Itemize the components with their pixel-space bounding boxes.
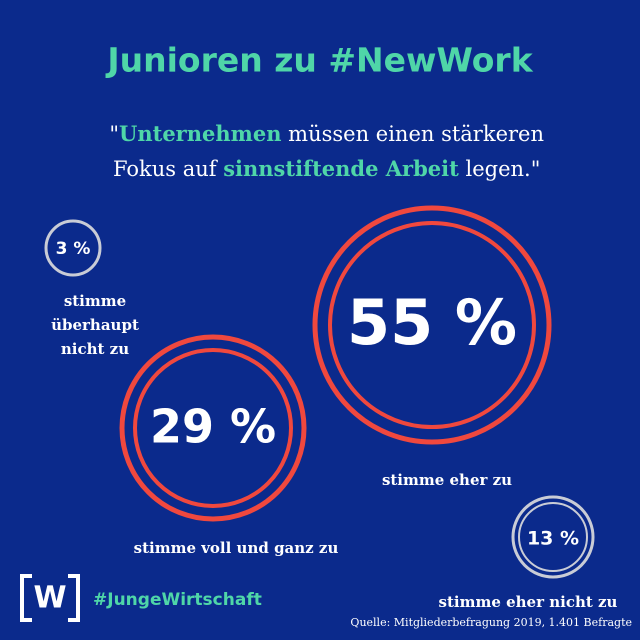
quote-line: Fokus auf sinnstiftende Arbeit legen." <box>80 156 561 181</box>
answer-label: überhaupt <box>51 316 139 334</box>
source: Quelle: Mitgliederbefragung 2019, 1.401 … <box>350 616 632 629</box>
title: Junioren zu #NewWork <box>105 41 533 80</box>
answer-label: stimme voll und ganz zu <box>134 539 339 557</box>
answer-label: nicht zu <box>61 340 129 358</box>
percentage: 13 % <box>527 528 579 550</box>
answer-label: stimme eher zu <box>382 471 512 489</box>
quote-text: müssen einen stärkeren <box>281 122 544 146</box>
percentage: 55 % <box>347 286 517 359</box>
ring <box>133 348 293 508</box>
logo: W <box>33 581 66 616</box>
answer-label: stimme eher nicht zu <box>439 593 618 611</box>
logo-bracket <box>20 574 32 622</box>
quote-text: legen." <box>459 157 541 181</box>
quote-line: "Unternehmen müssen einen stärkeren <box>76 121 564 146</box>
quote-emphasis: sinnstiftende Arbeit <box>223 156 459 181</box>
ring <box>312 205 552 445</box>
percentage: 29 % <box>150 400 276 454</box>
hashtag: #JungeWirtschaft <box>93 590 262 610</box>
quote-text: Fokus auf <box>113 157 223 181</box>
answer-label: stimme <box>64 292 126 310</box>
ring <box>328 221 536 429</box>
quote-emphasis: Unternehmen <box>119 121 281 146</box>
ring <box>44 219 102 277</box>
ring <box>511 495 595 579</box>
ring <box>119 334 307 522</box>
quote-text: " <box>109 122 119 146</box>
ring <box>518 502 588 572</box>
percentage: 3 % <box>56 239 91 259</box>
logo-bracket <box>68 574 80 622</box>
